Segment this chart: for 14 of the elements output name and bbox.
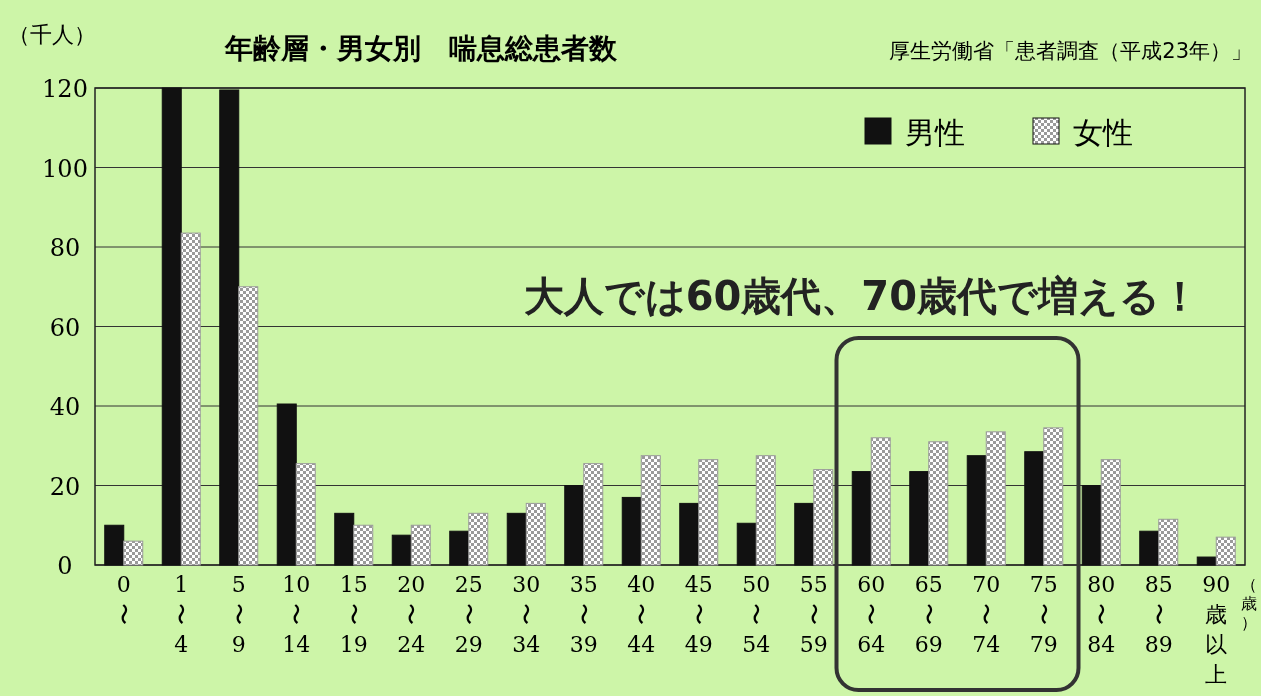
y-tick-label: 100: [42, 154, 88, 183]
y-tick-label: 20: [49, 472, 81, 501]
y-tick-label: 120: [42, 75, 88, 103]
legend-label: 男性: [905, 115, 965, 150]
x-axis-title: （歳）: [1241, 575, 1257, 632]
y-tick-label: 60: [49, 313, 81, 342]
y-axis-title: （千人）: [8, 22, 96, 47]
y-tick-label: 40: [49, 393, 81, 421]
y-tick-label: 80: [49, 234, 81, 262]
annotation: 大人では60歳代、70歳代で増える！: [523, 273, 1200, 319]
chart-title: 年齢層・男女別 喘息総患者数: [224, 32, 618, 65]
text: 厚生労働省「患者調査（平成23年）」: [889, 39, 1252, 63]
legend-label: 女性: [1073, 115, 1133, 150]
y-tick-label: 0: [57, 552, 73, 580]
